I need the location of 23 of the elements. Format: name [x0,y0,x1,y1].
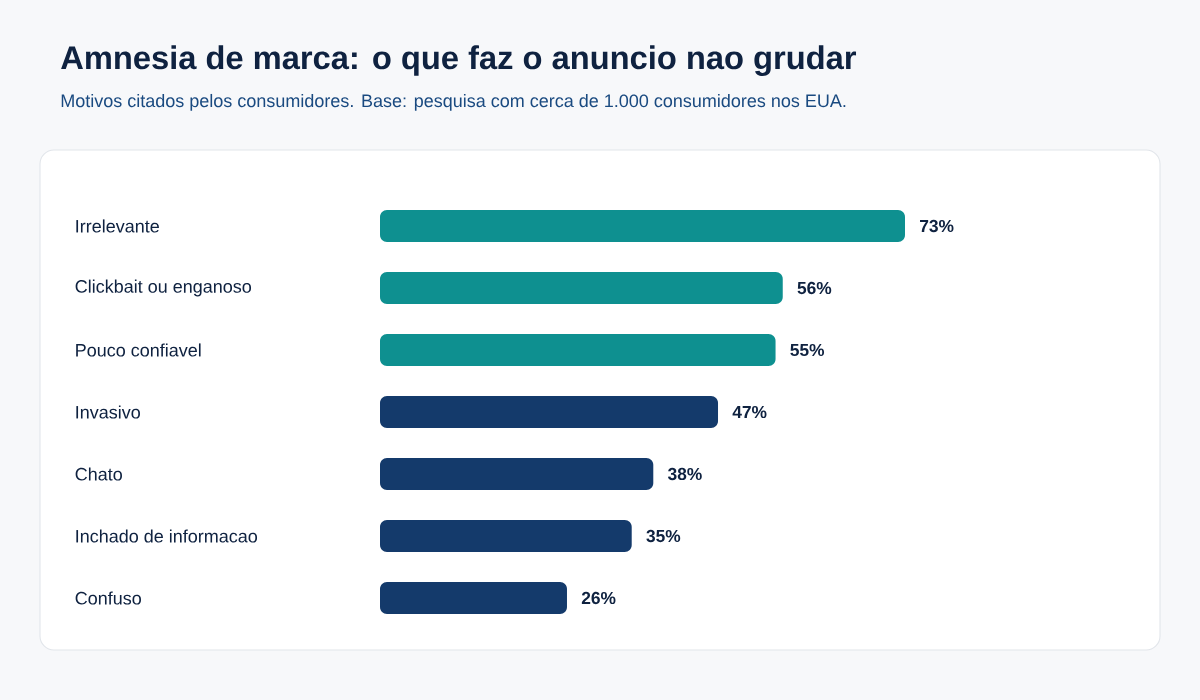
y-tick-label: Irrelevante [76,219,159,233]
bar [380,458,654,490]
bar [380,520,632,552]
data-label: 73% [920,219,954,233]
data-label: 55% [790,343,825,357]
y-tick-label: Inchado de informacao [76,529,258,543]
bar [380,396,719,428]
data-label: 38% [667,467,702,481]
data-label: 26% [581,591,616,605]
y-tick-label: Invasivo [76,405,140,419]
y-tick-label: Chato [75,467,122,481]
chart-title: Amnesia de marca: o que faz o anuncio nao grudar [61,45,857,76]
data-label: 56% [797,281,832,295]
y-tick-label: Clickbait ou enganoso [75,279,252,297]
chart-subtitle: Motivos citados pelos consumidores. Base: pesquisa com cerca de 1.000 consumidores nos EUA. [61,93,846,111]
bar [380,334,776,366]
y-tick-label: Confuso [75,591,141,605]
bar [380,582,567,615]
bar [380,210,905,242]
data-label: 35% [646,529,681,543]
bar [380,272,783,304]
y-tick-label: Pouco confiavel [76,343,201,357]
data-label: 47% [732,405,767,419]
